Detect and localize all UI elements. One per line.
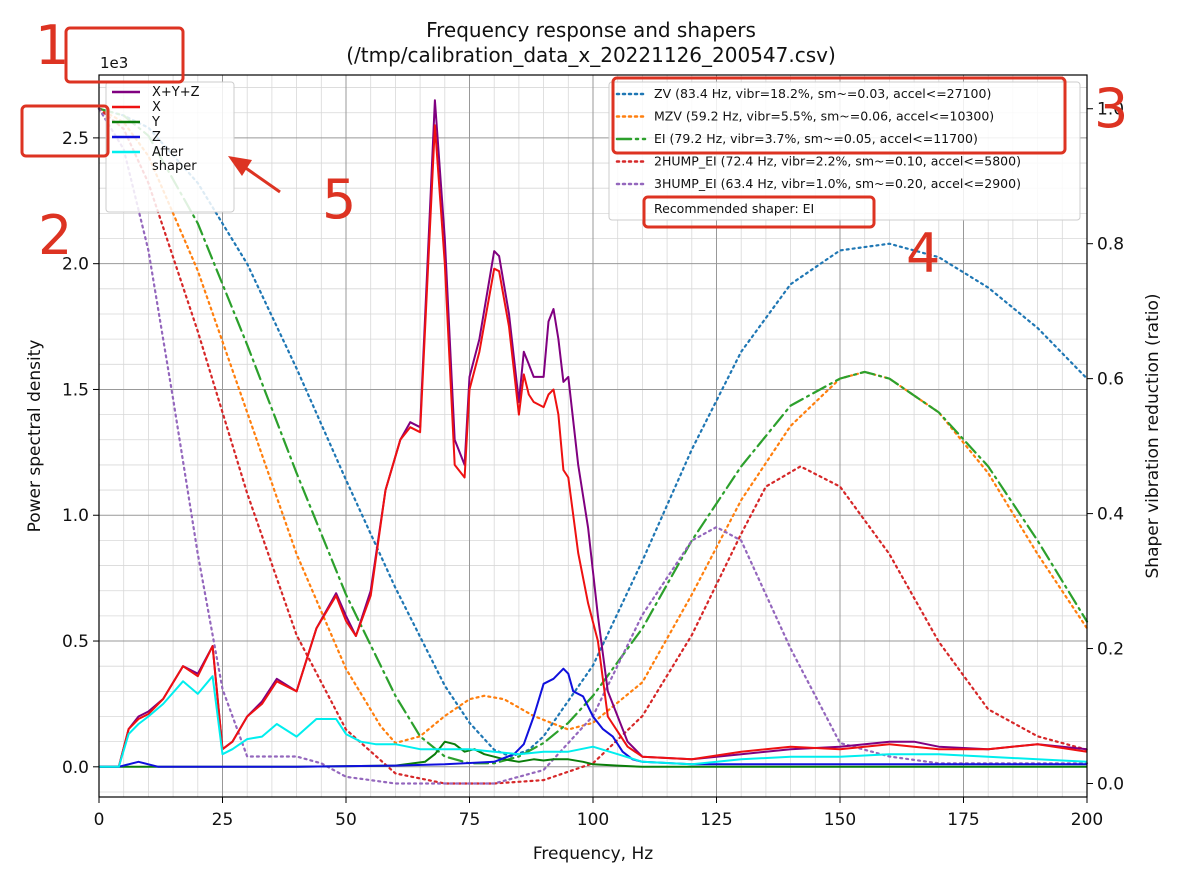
y2-axis-ticks: 0.0 0.2 0.4 0.6 0.8 1.0 [1087, 100, 1124, 795]
legend-shaper-label-3: 2HUMP_EI (72.4 Hz, vibr=2.2%, sm~=0.10, … [654, 154, 1021, 169]
x-tick-label: 125 [700, 810, 732, 830]
annotation-number-4: 4 [906, 222, 940, 285]
x-tick-label: 200 [1071, 810, 1103, 830]
annotation-overlays: 1 2 3 4 5 [20, 14, 1128, 285]
annotation-box-1 [64, 26, 185, 84]
y2-axis-label: Shaper vibration reduction (ratio) [1143, 294, 1163, 579]
x-tick-label: 50 [335, 810, 357, 830]
annotation-box-3 [611, 76, 1067, 155]
y-tick-label: 2.5 [62, 129, 89, 149]
legend-psd-label-2: Y [151, 115, 160, 130]
annotation-number-5: 5 [322, 168, 356, 231]
legend-shapers-box [608, 81, 1081, 221]
shaper-series-line-0 [97, 107, 1089, 758]
legend-psd-label-4: After [152, 145, 184, 160]
recommended-shaper-text: Recommended shaper: EI [654, 201, 814, 216]
x-axis-ticks: 0 25 50 75 100 125 150 175 200 [94, 797, 1103, 830]
psd-series-line-1 [99, 124, 1088, 768]
shaper-series-line-2 [97, 107, 1089, 765]
y2-tick-label: 0.2 [1097, 640, 1124, 660]
psd-series-line-4 [99, 675, 1088, 768]
annotation-number-1: 1 [35, 14, 69, 77]
y2-tick-label: 0.6 [1097, 370, 1124, 390]
y-offset-label: 1e3 [100, 54, 128, 72]
x-tick-label: 25 [212, 810, 234, 830]
annotation-arrow-5-shaft [239, 162, 281, 194]
annotation-box-4 [642, 195, 876, 229]
x-tick-label: 0 [94, 810, 105, 830]
chart-title: Frequency response and shapers [426, 18, 756, 42]
x-tick-label: 150 [824, 810, 856, 830]
psd-curves [99, 99, 1088, 768]
annotation-number-2: 2 [38, 204, 72, 267]
legend-psd-label-0: X+Y+Z [152, 85, 200, 100]
shaper-curves [97, 107, 1089, 785]
x-tick-label: 175 [947, 810, 979, 830]
annotation-number-3: 3 [1094, 77, 1128, 140]
annotation-arrow-5-head [228, 156, 252, 176]
y2-tick-label: 0.0 [1097, 775, 1124, 795]
y2-tick-label: 0.8 [1097, 235, 1124, 255]
y-tick-label: 0.0 [62, 758, 89, 778]
y-tick-label: 1.5 [62, 380, 89, 400]
y-axis-label: Power spectral density [25, 340, 45, 533]
legend-psd-label-1: X [152, 100, 161, 115]
y-tick-label: 2.0 [62, 255, 89, 275]
y-axis-ticks: 0.0 0.5 1.0 1.5 2.0 2.5 [62, 129, 99, 778]
y2-tick-label: 0.4 [1097, 505, 1124, 525]
y-tick-label: 1.0 [62, 506, 89, 526]
x-tick-label: 100 [577, 810, 609, 830]
legend-psd-label-4: shaper [152, 159, 197, 174]
y2-tick-label: 1.0 [1097, 100, 1124, 120]
x-axis-label: Frequency, Hz [533, 844, 653, 864]
legend-shaper-label-2: EI (79.2 Hz, vibr=3.7%, sm~=0.05, accel<… [654, 131, 978, 146]
annotation-box-2 [20, 104, 110, 158]
y-tick-label: 0.5 [62, 632, 89, 652]
legend-shaper-label-4: 3HUMP_EI (63.4 Hz, vibr=1.0%, sm~=0.20, … [654, 176, 1021, 191]
legend-shaper-label-1: MZV (59.2 Hz, vibr=5.5%, sm~=0.06, accel… [654, 109, 994, 124]
shaper-series-line-4 [97, 107, 1089, 785]
legend-shapers: Recommended shaper: EI ZV (83.4 Hz, vibr… [608, 81, 1081, 221]
shaper-series-line-1 [97, 107, 1089, 745]
chart-subtitle: (/tmp/calibration_data_x_20221126_200547… [346, 43, 836, 67]
legend-shaper-label-0: ZV (83.4 Hz, vibr=18.2%, sm~=0.03, accel… [654, 86, 991, 101]
x-tick-label: 75 [459, 810, 481, 830]
legend-psd-label-3: Z [152, 130, 161, 145]
